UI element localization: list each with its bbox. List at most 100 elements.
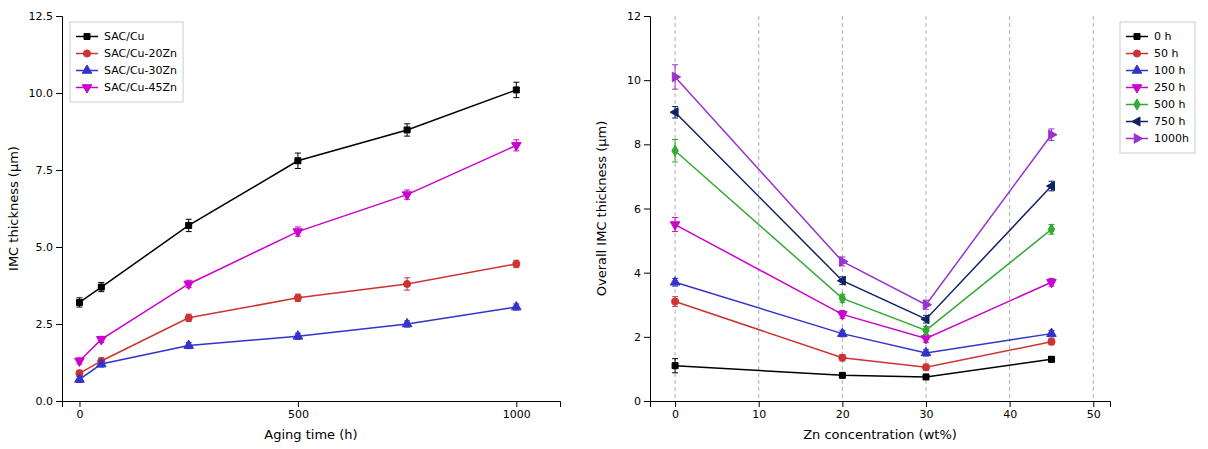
point bbox=[921, 315, 929, 324]
tick-label: 2.5 bbox=[36, 318, 54, 331]
tick-label: 0 bbox=[76, 408, 83, 421]
tick-mark bbox=[79, 401, 80, 407]
line bbox=[675, 359, 1051, 377]
point bbox=[672, 298, 679, 305]
legend-item: SAC/Cu-45Zn bbox=[76, 81, 177, 94]
tick-label: 500 bbox=[288, 408, 309, 421]
tick: 20 bbox=[836, 401, 850, 421]
error-bar bbox=[1048, 338, 1054, 344]
series bbox=[76, 82, 519, 307]
legend-label: 50 h bbox=[1154, 47, 1178, 60]
point bbox=[97, 358, 107, 366]
tick-label: 8 bbox=[634, 138, 641, 151]
line bbox=[675, 302, 1051, 368]
panel: 050010000.02.55.07.510.012.5Aging time (… bbox=[6, 10, 561, 442]
error-bar bbox=[672, 140, 678, 162]
legend-label: 750 h bbox=[1154, 115, 1185, 128]
error-bar bbox=[404, 124, 410, 136]
tick: 6 bbox=[634, 203, 650, 216]
tick: 0.0 bbox=[36, 395, 63, 408]
legend: 0 h50 h100 h250 h500 h750 h1000h bbox=[1120, 22, 1195, 153]
axis-line bbox=[63, 402, 561, 408]
tick: 10.0 bbox=[29, 87, 63, 100]
point bbox=[404, 280, 411, 287]
error-bar bbox=[295, 153, 301, 168]
series bbox=[670, 106, 1054, 323]
tick-mark bbox=[644, 80, 650, 81]
legend-item: 500 h bbox=[1126, 98, 1185, 111]
grid-line bbox=[758, 16, 759, 401]
series bbox=[670, 277, 1056, 356]
point bbox=[923, 325, 929, 336]
tick-mark bbox=[644, 273, 650, 274]
legend-label: SAC/Cu-20Zn bbox=[104, 47, 177, 60]
tick: 30 bbox=[920, 401, 934, 421]
point bbox=[402, 192, 412, 200]
point bbox=[838, 328, 848, 336]
tick: 0 bbox=[634, 395, 650, 408]
tick-label: 7.5 bbox=[36, 164, 54, 177]
point bbox=[840, 257, 848, 267]
legend-marker bbox=[82, 65, 92, 73]
tick-label: 12.5 bbox=[29, 10, 54, 23]
chart: 050010000.02.55.07.510.012.5Aging time (… bbox=[0, 0, 1208, 449]
legend-item: 50 h bbox=[1126, 47, 1178, 60]
legend-marker bbox=[1134, 34, 1140, 40]
tick-label: 30 bbox=[920, 408, 934, 421]
tick-label: 6 bbox=[634, 203, 641, 216]
tick-mark bbox=[926, 401, 927, 407]
grid-line bbox=[1093, 16, 1094, 401]
tick: 4 bbox=[634, 267, 650, 280]
point bbox=[184, 281, 194, 289]
tick-mark bbox=[644, 144, 650, 145]
tick-mark bbox=[1093, 401, 1094, 407]
point bbox=[512, 302, 522, 310]
panel: 01020304050024681012Zn concentration (wt… bbox=[594, 10, 1195, 442]
point bbox=[512, 143, 522, 151]
tick-mark bbox=[56, 247, 62, 248]
point bbox=[1047, 328, 1057, 336]
point bbox=[672, 363, 678, 369]
tick: 5.0 bbox=[36, 241, 63, 254]
line bbox=[675, 112, 1051, 319]
point bbox=[75, 358, 85, 366]
tick-mark bbox=[842, 401, 843, 407]
legend-marker bbox=[82, 85, 92, 93]
point bbox=[184, 340, 194, 348]
tick: 8 bbox=[634, 138, 650, 151]
point bbox=[672, 72, 680, 82]
y-axis-title: IMC thickness (μm) bbox=[6, 146, 21, 271]
point bbox=[295, 158, 301, 164]
tick-mark bbox=[644, 16, 650, 17]
series bbox=[76, 260, 520, 377]
point bbox=[513, 260, 520, 267]
tick-label: 50 bbox=[1087, 408, 1101, 421]
tick-label: 12 bbox=[627, 10, 641, 23]
point bbox=[922, 364, 929, 371]
point bbox=[1048, 338, 1055, 345]
error-bar bbox=[672, 359, 678, 373]
tick-label: 0 bbox=[634, 395, 641, 408]
tick: 12 bbox=[627, 10, 650, 23]
tick: 7.5 bbox=[36, 164, 63, 177]
point bbox=[1048, 356, 1054, 362]
point bbox=[1048, 224, 1054, 235]
tick-mark bbox=[298, 401, 299, 407]
point bbox=[837, 276, 845, 285]
error-bar bbox=[1048, 225, 1054, 235]
tick-label: 40 bbox=[1003, 408, 1017, 421]
tick: 10 bbox=[627, 74, 650, 87]
tick-label: 10 bbox=[627, 74, 641, 87]
error-bar bbox=[76, 298, 82, 307]
legend-marker bbox=[1132, 65, 1142, 73]
tick: 500 bbox=[288, 401, 309, 421]
point bbox=[670, 277, 680, 285]
plot-area bbox=[670, 65, 1057, 380]
point bbox=[293, 229, 303, 237]
error-bar bbox=[98, 282, 104, 291]
point bbox=[839, 372, 845, 378]
error-bar bbox=[186, 314, 192, 321]
error-bar bbox=[1048, 357, 1054, 362]
line bbox=[675, 77, 1051, 305]
line bbox=[675, 151, 1051, 331]
